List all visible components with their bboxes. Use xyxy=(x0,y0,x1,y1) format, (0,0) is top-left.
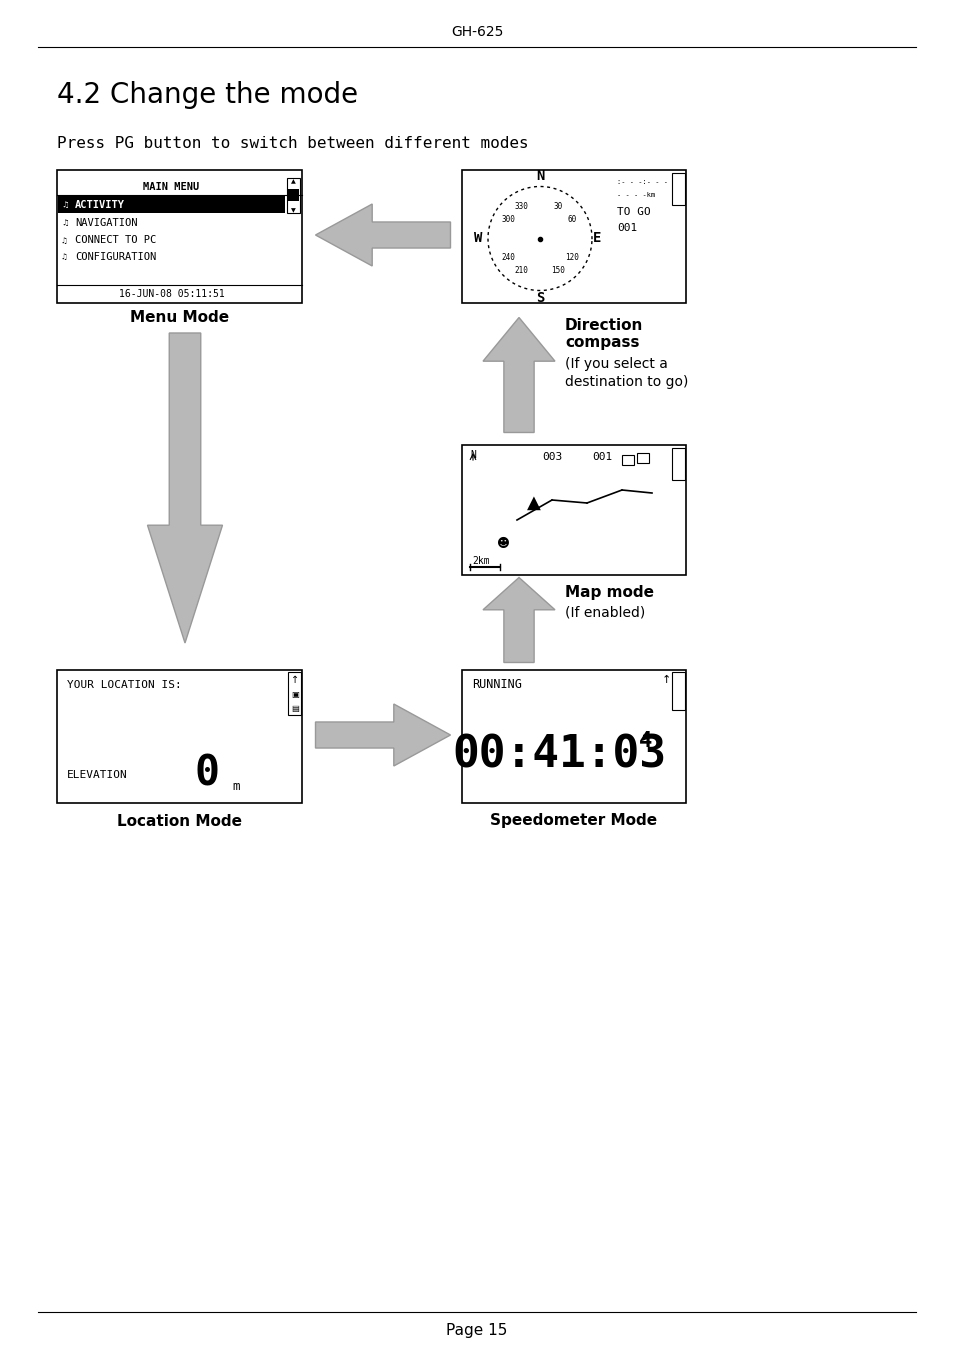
FancyBboxPatch shape xyxy=(57,170,302,302)
Text: 001: 001 xyxy=(592,452,612,462)
Text: :- - -:- - -: :- - -:- - - xyxy=(617,180,667,185)
Text: 30: 30 xyxy=(554,202,562,211)
Text: NAVIGATION: NAVIGATION xyxy=(75,217,137,228)
Text: Location Mode: Location Mode xyxy=(117,814,242,829)
Text: m: m xyxy=(232,780,239,794)
Text: 120: 120 xyxy=(564,252,578,262)
Text: N: N xyxy=(470,450,476,460)
FancyBboxPatch shape xyxy=(461,446,685,575)
Text: TO GO: TO GO xyxy=(617,207,650,217)
Text: N: N xyxy=(536,170,543,184)
Polygon shape xyxy=(482,578,555,663)
Text: 2km: 2km xyxy=(472,556,489,566)
FancyBboxPatch shape xyxy=(671,672,684,710)
Polygon shape xyxy=(315,204,450,266)
FancyBboxPatch shape xyxy=(461,170,685,302)
FancyBboxPatch shape xyxy=(287,178,299,213)
Text: Press PG button to switch between different modes: Press PG button to switch between differ… xyxy=(57,135,528,150)
Text: ACTIVITY: ACTIVITY xyxy=(75,200,125,211)
Text: ELEVATION: ELEVATION xyxy=(67,769,128,780)
Text: CONFIGURATION: CONFIGURATION xyxy=(75,252,156,262)
Text: YOUR LOCATION IS:: YOUR LOCATION IS: xyxy=(67,680,182,690)
FancyBboxPatch shape xyxy=(637,454,648,463)
Text: S: S xyxy=(536,290,543,305)
Text: destination to go): destination to go) xyxy=(564,375,688,389)
Text: ▲: ▲ xyxy=(526,494,540,512)
FancyBboxPatch shape xyxy=(621,455,634,464)
FancyBboxPatch shape xyxy=(671,448,684,481)
Text: Direction: Direction xyxy=(564,317,642,332)
Text: ▣: ▣ xyxy=(291,690,298,699)
Text: Speedometer Mode: Speedometer Mode xyxy=(490,814,657,829)
Text: ↑: ↑ xyxy=(660,675,670,684)
Text: ♫: ♫ xyxy=(61,235,68,244)
Text: ↑: ↑ xyxy=(291,675,298,684)
Text: 001: 001 xyxy=(617,223,637,234)
FancyBboxPatch shape xyxy=(288,672,301,716)
Text: ☻: ☻ xyxy=(497,536,510,549)
Text: 003: 003 xyxy=(541,452,561,462)
FancyBboxPatch shape xyxy=(288,189,298,201)
Text: ♫: ♫ xyxy=(61,252,68,262)
Text: 330: 330 xyxy=(514,202,528,211)
FancyBboxPatch shape xyxy=(58,196,285,213)
Text: (If you select a: (If you select a xyxy=(564,356,667,371)
Text: compass: compass xyxy=(564,336,639,351)
Text: W: W xyxy=(474,231,481,246)
Text: 60: 60 xyxy=(567,216,576,224)
FancyBboxPatch shape xyxy=(671,173,684,205)
FancyBboxPatch shape xyxy=(461,670,685,803)
Text: ♫: ♫ xyxy=(61,201,69,209)
Text: E: E xyxy=(592,231,600,246)
Text: 210: 210 xyxy=(514,266,528,275)
Polygon shape xyxy=(482,317,555,432)
Polygon shape xyxy=(315,703,450,765)
Text: 4.2 Change the mode: 4.2 Change the mode xyxy=(57,81,357,109)
Text: - - - -km: - - - -km xyxy=(617,192,655,198)
Text: Map mode: Map mode xyxy=(564,585,654,599)
Text: 16-JUN-08 05:11:51: 16-JUN-08 05:11:51 xyxy=(118,289,224,298)
Text: Menu Mode: Menu Mode xyxy=(130,309,229,324)
Text: RUNNING: RUNNING xyxy=(472,678,521,690)
Text: ▲: ▲ xyxy=(291,180,295,185)
Text: ♫: ♫ xyxy=(61,219,69,228)
Text: CONNECT TO PC: CONNECT TO PC xyxy=(75,235,156,244)
Text: 300: 300 xyxy=(500,216,515,224)
Text: GH-625: GH-625 xyxy=(451,26,502,39)
Text: ▤: ▤ xyxy=(291,703,298,713)
Text: MAIN MENU: MAIN MENU xyxy=(143,182,199,192)
Text: Page 15: Page 15 xyxy=(446,1323,507,1338)
Text: 4: 4 xyxy=(639,730,652,751)
FancyBboxPatch shape xyxy=(57,670,302,803)
Text: ▼: ▼ xyxy=(291,208,295,213)
Text: 150: 150 xyxy=(551,266,565,275)
Text: (If enabled): (If enabled) xyxy=(564,605,644,620)
Text: 00:41:03: 00:41:03 xyxy=(452,733,665,776)
Text: 0: 0 xyxy=(194,752,219,794)
Polygon shape xyxy=(148,333,222,643)
Text: 240: 240 xyxy=(500,252,515,262)
